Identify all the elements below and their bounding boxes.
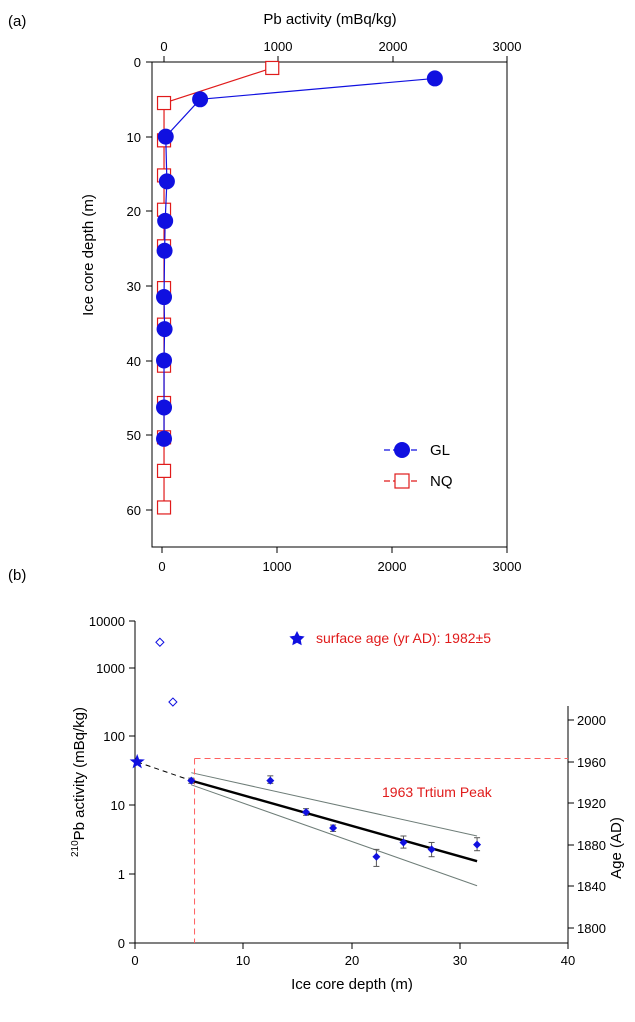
panel-b-x-tick-label: 0 [131,953,138,968]
nq-data-point [156,463,172,478]
ci-upper-line [191,772,478,837]
nq-data-point [156,500,172,515]
panel-b-y2-tick-label: 1800 [577,921,606,936]
legend-nq-marker [394,473,410,489]
panel-a-x-axis-title: Pb activity (mBq/kg) [263,11,396,28]
panel-a-legend: GL NQ [384,442,453,490]
panel-a-y-tick-label: 10 [127,130,141,145]
filled-data-point [473,840,482,849]
legend-gl-label: GL [430,442,450,459]
gl-data-point [192,91,209,108]
nq-series-line [163,67,273,508]
panel-a-y-tick-label: 50 [127,428,141,443]
surface-age-star-marker [129,753,145,769]
panel-b-y-tick-label: 0 [118,936,125,951]
open-data-point [168,697,178,707]
legend-surface-age-label: surface age (yr AD): 1982±5 [316,630,491,646]
panel-b-x-ticks: 0 10 20 30 40 [131,943,575,968]
panel-b-legend: surface age (yr AD): 1982±5 [289,630,491,646]
panel-a-x-tick-label-top: 1000 [264,39,293,54]
filled-data-point [427,845,436,854]
panel-a-x-tick-label-bottom: 3000 [493,559,522,574]
gl-data-point [156,352,173,369]
panel-a-x-tick-label-top: 3000 [493,39,522,54]
panel-b-label: (b) [8,567,26,584]
panel-b-y-axis-title-superscript: 210 [70,840,81,857]
panel-a-x-tick-label-bottom: 0 [158,559,165,574]
panel-b-x-axis-title: Ice core depth (m) [291,976,413,993]
panel-a-plot-frame [151,61,508,548]
gl-data-point [156,289,173,306]
panel-b-x-tick-label: 10 [236,953,250,968]
open-data-point [155,637,165,647]
panel-a-data-layer [156,60,443,515]
nq-data-point [156,95,172,111]
legend-star-marker [289,631,305,646]
panel-b-x-tick-label: 40 [561,953,575,968]
filled-data-point [399,838,408,847]
panel-a-y-tick-label: 60 [127,503,141,518]
panel-b-y2-ticks: 1800 1840 1880 1920 1960 2000 [568,713,606,936]
panel-a-y-axis-title: Ice core depth (m) [80,194,97,316]
panel-a-y-tick-label: 0 [134,55,141,70]
gl-data-point [156,399,173,416]
panel-b-y-tick-label: 1 [118,867,125,882]
ci-lower-line [191,784,478,887]
filled-data-point [266,776,275,785]
legend-nq-label: NQ [430,473,453,490]
panel-b-x-tick-label: 20 [345,953,359,968]
gl-data-point [157,212,174,229]
gl-data-point [156,430,173,447]
filled-data-point [187,776,196,785]
panel-b-y-axis-title-main: Pb activity (mBq/kg) [71,707,88,840]
filled-data-point [302,808,311,817]
panel-a-y-ticks: 0 10 20 30 40 50 60 [127,55,152,518]
panel-b-data-layer [129,637,568,943]
tritium-peak-annotation: 1963 Trtium Peak [382,784,493,800]
panel-a: (a) Pb activity (mBq/kg) Ice core depth … [8,11,521,574]
panel-b-y-ticks: 0 1 10 100 1000 10000 [89,614,135,951]
panel-a-x-ticks-top: 0 1000 2000 3000 [160,39,521,62]
panel-b-y2-axis-title: Age (AD) [608,817,625,879]
nq-data-point [265,60,280,76]
panel-a-y-tick-label: 30 [127,279,141,294]
gl-data-point [156,242,173,259]
gl-series-line [163,77,435,439]
gl-data-point [158,173,175,190]
panel-a-y-tick-label: 40 [127,354,141,369]
panel-b-y-tick-label: 100 [103,729,125,744]
panel-b-y2-tick-label: 1880 [577,838,606,853]
panel-a-x-tick-label-top: 0 [160,39,167,54]
gl-data-point [426,70,443,87]
panel-b-y2-tick-label: 1920 [577,796,606,811]
panel-a-x-tick-label-bottom: 2000 [378,559,407,574]
panel-b-y-tick-label: 1000 [96,661,125,676]
panel-a-x-ticks-bottom: 0 1000 2000 3000 [158,547,521,574]
panel-a-x-tick-label-top: 2000 [379,39,408,54]
panel-b-y2-tick-label: 1960 [577,755,606,770]
filled-data-point [372,852,381,861]
panel-b-y2-tick-label: 2000 [577,713,606,728]
panel-b-y-axis-title: 210Pb activity (mBq/kg) [70,707,88,857]
panel-b-y2-tick-label: 1840 [577,879,606,894]
panel-b: (b) Ice core depth (m) 210Pb activity (m… [8,567,625,993]
legend-gl-marker [394,442,410,458]
panel-b-y-tick-label: 10 [111,798,125,813]
panel-b-y-tick-label: 10000 [89,614,125,629]
panel-a-label: (a) [8,13,26,30]
gl-data-point [157,128,174,145]
panel-b-x-tick-label: 30 [453,953,467,968]
fit-extrapolation-line [137,761,192,782]
gl-data-point [156,321,173,338]
panel-a-x-tick-label-bottom: 1000 [263,559,292,574]
filled-data-point [329,824,338,833]
panel-a-y-tick-label: 20 [127,204,141,219]
